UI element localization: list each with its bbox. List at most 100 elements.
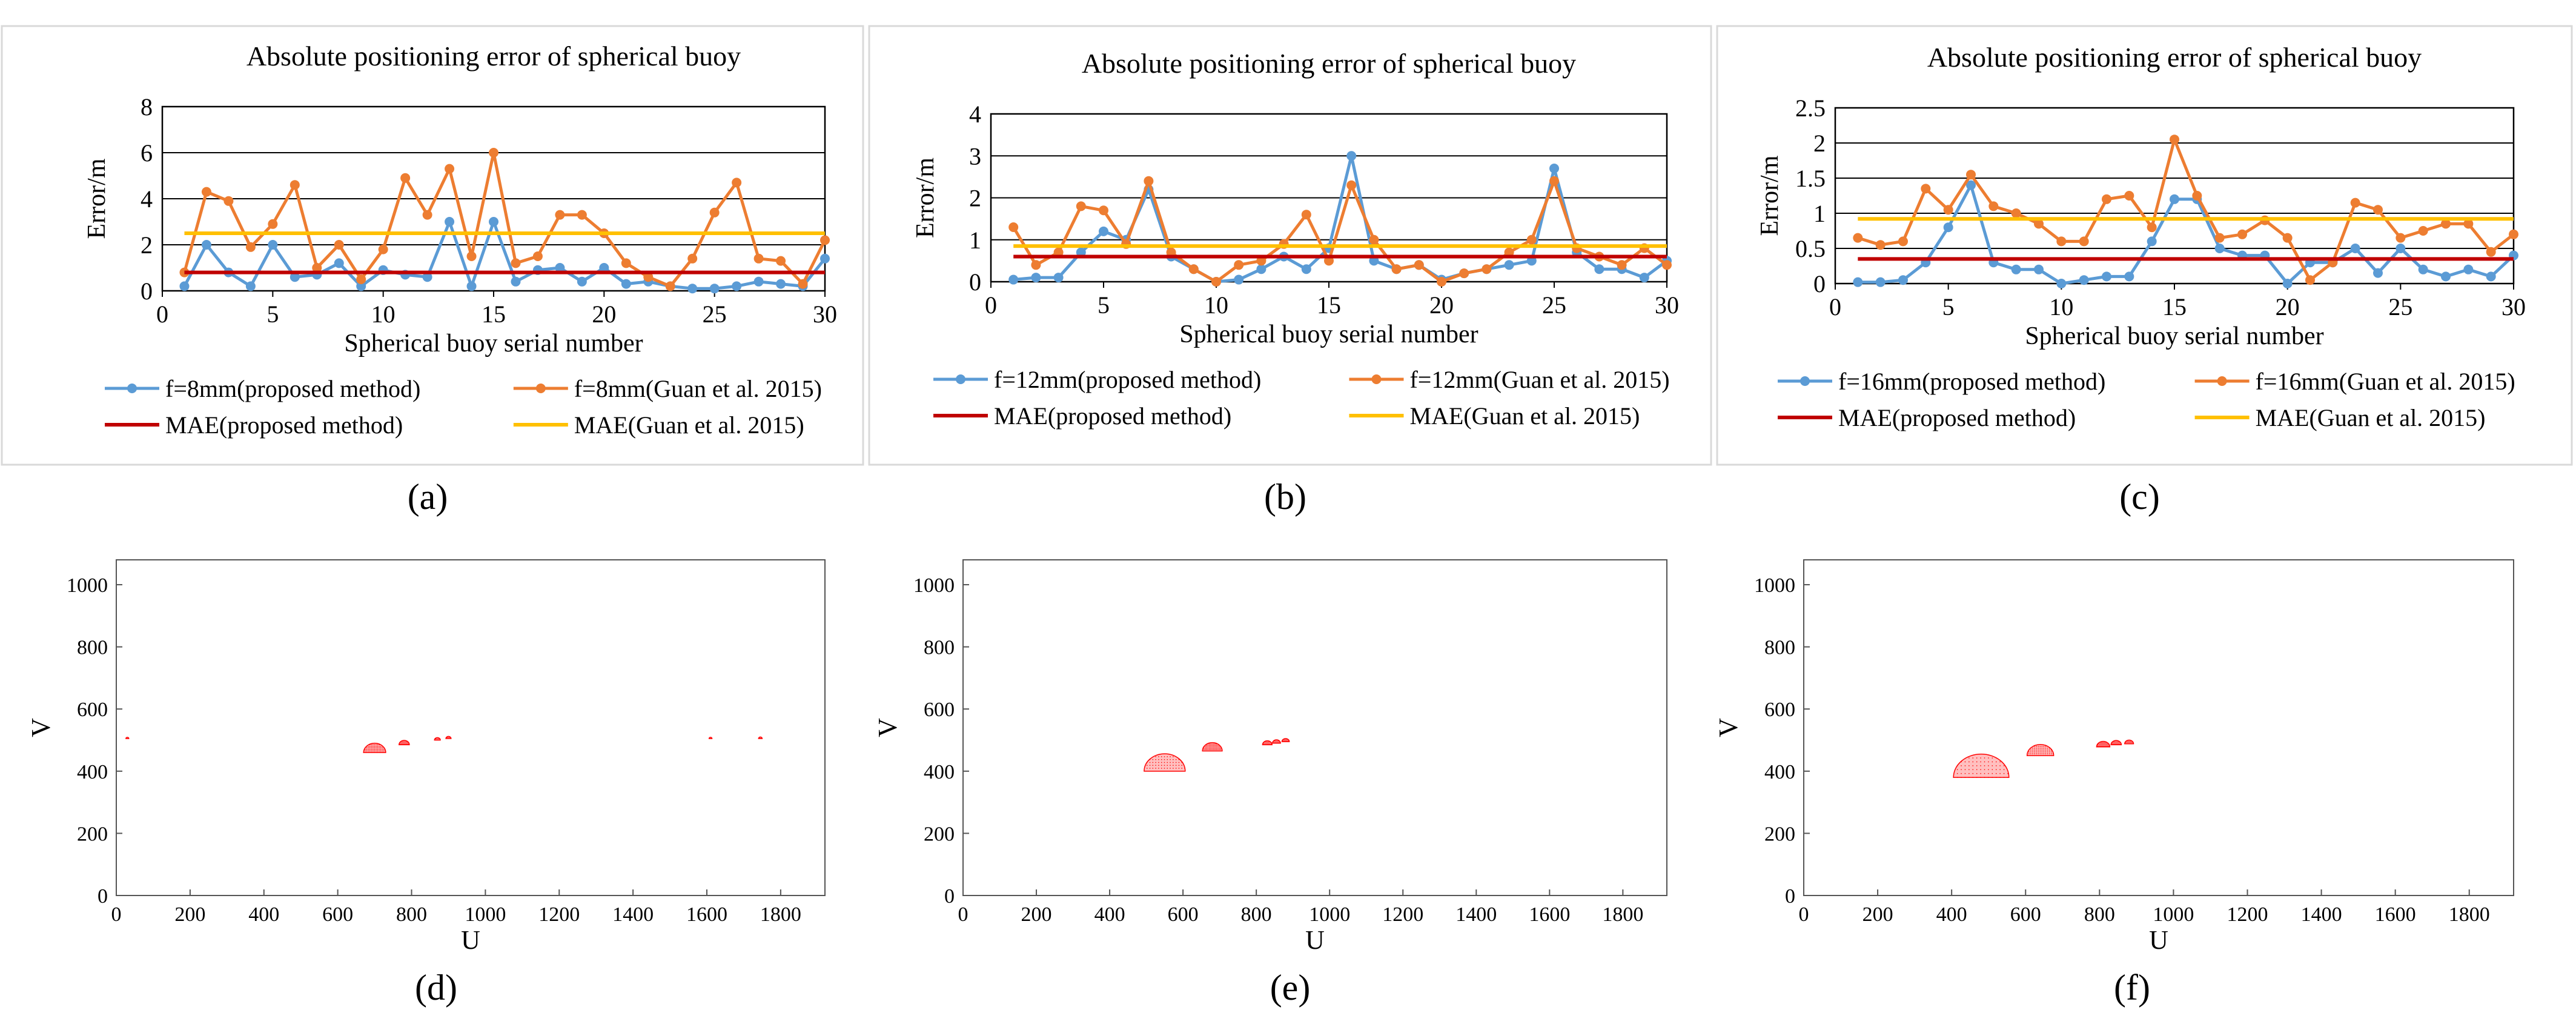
buoy-point [1956,765,1958,766]
y-axis-label: V [873,718,902,737]
data-point [2396,233,2406,243]
buoy-point [2045,753,2047,754]
data-point [1031,260,1041,270]
buoy-point [2130,743,2131,745]
buoy-point [377,752,379,753]
data-point [687,253,698,264]
buoy-point [2125,743,2127,745]
panel-e: 0 200 400 600 800 1000 1200 1400 1600 1800 0 200 400… [873,559,1667,1008]
buoy-point [2028,751,2030,753]
x-tick-label: 400 [1094,903,1125,926]
panel-d: 0 200 400 600 800 1000 1200 1400 1600 1800 0 200 400… [26,559,826,1008]
y-tick-label: 2 [141,231,153,259]
series-line [1012,179,1668,284]
plot-area-border [116,559,826,896]
buoy-point [401,743,402,745]
data-point [1482,264,1492,274]
buoy-point [408,742,409,743]
buoy-point [1161,765,1162,766]
buoy-point [1285,740,1286,742]
buoy-point [2045,751,2047,753]
buoy-point [1992,765,1993,766]
data-point [1234,274,1244,285]
buoy-point [1155,756,1156,757]
buoy-point [402,742,403,743]
data-point [643,272,654,282]
data-point [1549,164,1559,174]
data-point [2350,244,2360,253]
buoy-point [1155,765,1156,766]
data-point [422,272,432,282]
data-point [2486,247,2496,257]
data-point [179,281,190,291]
x-tick-label: 10 [371,301,396,328]
legend-label: f=8mm(Guan et al. 2015) [574,375,822,402]
data-point [1875,240,1886,250]
buoy-point [2030,751,2031,753]
legend-marker [1800,376,1810,386]
legend-label: f=12mm(proposed method) [994,366,1261,393]
buoy-point [2111,742,2113,743]
data-point [334,258,344,268]
buoy-point [2114,741,2115,742]
buoy-point [1999,769,2001,770]
buoy-point [1980,757,1981,759]
data-point [555,263,565,273]
buoy-point [2039,749,2041,751]
y-tick-label: 800 [1764,637,1795,659]
buoy-point [403,743,405,745]
data-point [532,251,543,261]
buoy-point [1273,740,1274,742]
buoy-point [1211,746,1213,748]
buoy-point [2034,751,2035,753]
x-tick-label: 400 [248,903,279,926]
buoy-point [1976,769,1978,770]
buoy-point [1992,769,1993,770]
buoy-point [1976,772,1978,774]
data-point [1898,275,1908,285]
series-line [183,151,827,288]
data-point [2396,244,2406,253]
buoy-point [407,741,408,742]
legend-marker [535,384,546,393]
buoy-mark [2096,740,2111,748]
buoy-point [1980,765,1981,766]
buoy-point [2105,742,2107,743]
y-tick-label: 400 [1764,761,1795,783]
data-point [2192,191,2202,201]
chart-title: Absolute positioning error of spherical … [1927,42,2422,73]
buoy-mark [758,736,763,739]
buoy-point [1980,772,1981,774]
x-tick-label: 25 [1542,291,1566,319]
legend-label: f=16mm(Guan et al. 2015) [2256,368,2515,395]
data-point [466,251,477,261]
buoy-point [446,737,448,739]
x-tick-label: 400 [1936,903,1967,926]
y-tick-label: 600 [1764,699,1795,721]
legend-label: MAE(Guan et al. 2015) [574,411,804,439]
buoy-point [1209,745,1210,746]
x-tick-label: 1200 [1382,903,1423,926]
legend-label: MAE(proposed method) [994,402,1231,430]
data-point [1414,260,1424,270]
y-tick-label: 2.5 [1795,95,1826,122]
data-point [2305,275,2315,285]
buoy-mark [1953,754,2010,778]
data-point [2079,236,2089,247]
buoy-point [1164,756,1165,757]
data-point [334,240,344,250]
buoy-point [1213,746,1214,748]
y-tick-label: 0.5 [1795,235,1826,262]
data-point [621,258,631,268]
y-tick-label: 0 [98,885,108,908]
x-axis-label: U [2149,925,2168,955]
data-point [2102,271,2111,282]
buoy-point [2047,755,2048,756]
buoy-point [2028,753,2030,754]
buoy-point [2045,755,2047,756]
data-point [2373,205,2383,215]
x-tick-label: 0 [1799,903,1809,926]
buoy-dome [434,737,441,741]
buoy-point [2039,753,2041,754]
x-tick-label: 600 [322,903,353,926]
